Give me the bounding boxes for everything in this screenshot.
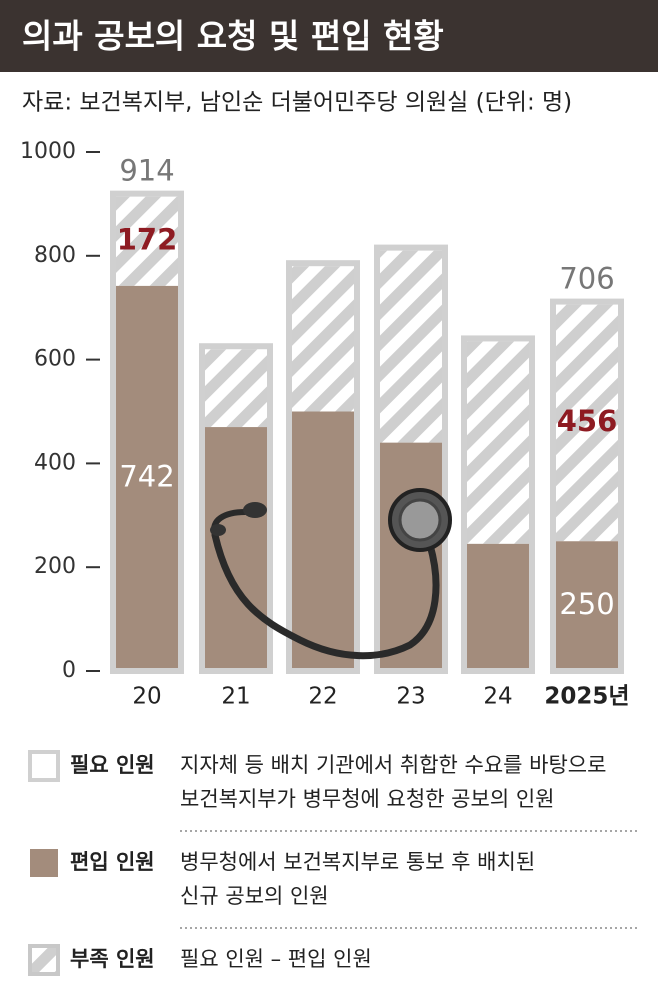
x-tick-label: 23 bbox=[396, 684, 425, 710]
required-frame bbox=[374, 244, 448, 675]
placed-label: 250 bbox=[559, 587, 614, 621]
title-bar bbox=[0, 0, 658, 72]
subtitle: 자료: 보건복지부, 남인순 더불어민주당 의원실 (단위: 명) bbox=[22, 90, 572, 116]
legend-name: 필요 인원 bbox=[70, 753, 155, 777]
legend-description: 신규 공보의 인원 bbox=[180, 884, 329, 908]
stethoscope bbox=[210, 488, 452, 660]
y-tick-label: 400 bbox=[34, 450, 76, 475]
x-tick-label: 22 bbox=[308, 684, 337, 710]
shortage-bar bbox=[205, 349, 267, 428]
x-tick-label: 20 bbox=[132, 684, 161, 710]
legend-description: 지자체 등 배치 기관에서 취합한 수요를 바탕으로 bbox=[180, 753, 606, 777]
y-tick-label: 1000 bbox=[20, 139, 76, 164]
required-frame bbox=[110, 190, 184, 674]
legend-description: 필요 인원 – 편입 인원 bbox=[180, 947, 372, 971]
placed-bar bbox=[556, 541, 618, 671]
shortage-bar bbox=[292, 266, 354, 412]
legend-swatch bbox=[30, 849, 58, 877]
legend-name: 부족 인원 bbox=[70, 947, 155, 971]
required-frame bbox=[550, 298, 624, 674]
legend-name: 편입 인원 bbox=[70, 850, 155, 874]
legend-description: 병무청에서 보건복지부로 통보 후 배치된 bbox=[180, 850, 535, 874]
legend-swatch bbox=[28, 944, 60, 976]
y-tick-label: 200 bbox=[34, 554, 76, 579]
shortage-bar bbox=[556, 304, 618, 542]
placed-bar bbox=[467, 543, 529, 671]
shortage-bar bbox=[380, 250, 442, 443]
x-tick-label: 24 bbox=[483, 684, 512, 710]
x-tick-label: 21 bbox=[221, 684, 250, 710]
total-label: 914 bbox=[119, 154, 174, 188]
placed-bar bbox=[116, 285, 178, 671]
x-tick-label: 2025년 bbox=[544, 684, 629, 710]
total-label: 706 bbox=[559, 262, 614, 296]
placed-bar bbox=[205, 427, 267, 671]
placed-bar bbox=[292, 411, 354, 671]
placed-label: 742 bbox=[119, 459, 174, 493]
y-tick-label: 600 bbox=[34, 347, 76, 372]
y-tick-label: 0 bbox=[62, 658, 76, 683]
y-tick-label: 800 bbox=[34, 243, 76, 268]
shortage-label: 172 bbox=[117, 222, 178, 256]
plot: 0 200 400 600 800 1000 20 914 172 742 21 22 23 24 2025… bbox=[20, 139, 630, 710]
chart-title: 의과 공보의 요청 및 편입 현황 bbox=[22, 17, 444, 56]
shortage-bar bbox=[467, 341, 529, 544]
required-frame bbox=[286, 260, 360, 674]
shortage-label: 456 bbox=[557, 404, 618, 438]
required-frame bbox=[199, 343, 273, 674]
shortage-bar bbox=[116, 196, 178, 286]
legend-description: 보건복지부가 병무청에 요청한 공보의 인원 bbox=[180, 787, 554, 811]
required-frame bbox=[461, 335, 535, 674]
legend-swatch bbox=[28, 750, 60, 782]
